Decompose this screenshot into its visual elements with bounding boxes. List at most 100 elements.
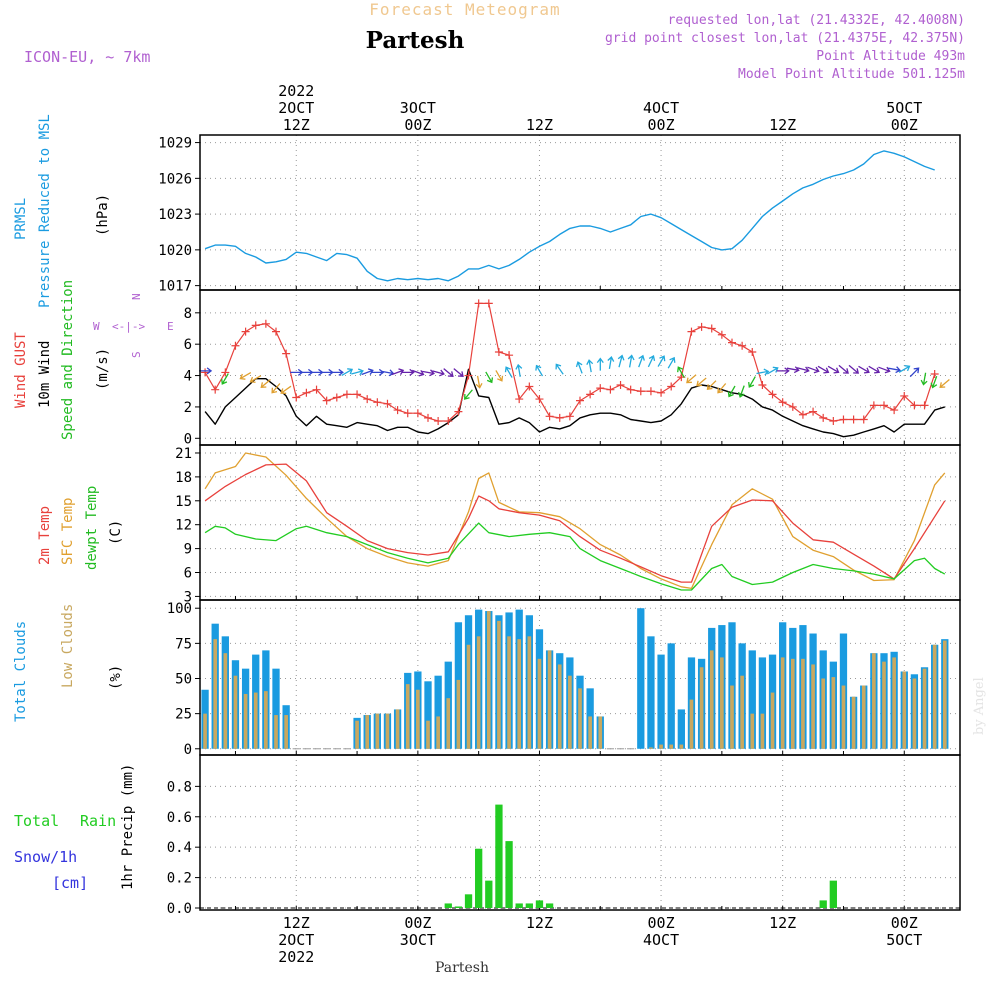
gust-marker: [332, 393, 341, 402]
low-cloud-bar: [811, 664, 815, 749]
pressure-line: [204, 150, 935, 282]
total-cloud-bar: [657, 654, 665, 749]
clouds-ytick-label: 100: [167, 601, 192, 617]
gust-marker: [261, 319, 270, 328]
gust-marker: [728, 338, 736, 347]
gust-marker: [545, 412, 554, 421]
sfc-temp-line: [204, 452, 946, 590]
wind-speed-line: [204, 368, 946, 438]
clouds-side-labels: Total Clouds Low Clouds (%): [13, 604, 124, 722]
bottom-time-label: 2022: [278, 948, 314, 966]
low-cloud-bar: [486, 611, 491, 749]
compass-west: W: [93, 320, 100, 333]
wind-arrow: [280, 385, 292, 394]
prmsl-label: PRMSL: [13, 198, 29, 240]
sfc-temp-label: SFC Temp: [60, 498, 76, 565]
gust-marker: [302, 388, 311, 397]
low-clouds-label: Low Clouds: [60, 604, 76, 688]
watermark: by Angel: [972, 677, 987, 735]
low-cloud-bar: [872, 653, 876, 749]
gust-marker: [920, 401, 929, 410]
low-cloud-bar: [720, 657, 724, 749]
pressure-ytick-label: 1020: [158, 243, 192, 259]
wind-arrow: [657, 355, 666, 367]
wind-side-labels: Wind GUST 10m Wind Speed and Direction (…: [13, 280, 174, 440]
low-cloud-bar: [355, 720, 359, 749]
rain-bar: [829, 880, 837, 908]
gust-marker: [312, 385, 321, 394]
precip-side-labels: Total Rain Snow/1h [cm] 1hr Precip (mm): [14, 764, 136, 892]
low-cloud-bar: [588, 716, 592, 749]
low-cloud-bar: [790, 658, 795, 749]
rain-bar: [525, 903, 533, 908]
temp-ytick-label: 6: [184, 566, 192, 582]
low-cloud-bar: [517, 639, 522, 749]
wind-arrow: [748, 376, 756, 388]
top-time-label: 5OCT: [886, 99, 922, 117]
rain-bar: [515, 903, 523, 908]
top-time-label: 2022: [278, 82, 314, 100]
wind-arrow: [371, 368, 385, 376]
wind-arrow: [627, 354, 635, 368]
wind-10m-label: 10m Wind: [37, 341, 53, 408]
gust-marker: [667, 382, 676, 391]
gust-marker: [819, 413, 828, 422]
top-time-label: 3OCT: [400, 99, 436, 117]
gust-marker: [221, 368, 230, 377]
low-cloud-bar: [679, 744, 684, 749]
bottom-time-label: 5OCT: [886, 931, 922, 949]
compass-east: E: [167, 320, 174, 333]
model-label: ICON-EU, ~ 7km: [24, 48, 150, 66]
wind-arrow: [586, 359, 594, 373]
wind-arrow: [411, 369, 425, 377]
wind-arrow: [260, 379, 271, 389]
t2m-label: 2m Temp: [37, 506, 53, 565]
gust-marker: [505, 351, 514, 360]
chart-title: Forecast Meteogram: [369, 0, 560, 19]
gust-marker: [636, 387, 645, 396]
bottom-time-label: 3OCT: [400, 931, 436, 949]
wind-gust-label: Wind GUST: [13, 332, 29, 408]
pressure-ytick-label: 1029: [158, 136, 192, 152]
low-cloud-bar: [253, 692, 258, 749]
wind-arrow: [432, 369, 445, 377]
gridpoint-coords: grid point closest lon,lat (21.4375E, 42…: [605, 31, 965, 46]
wind-arrow: [786, 366, 800, 374]
top-time-label: 00Z: [648, 116, 675, 134]
gust-marker: [880, 401, 888, 410]
low-cloud-bar: [699, 667, 704, 749]
gust-marker: [373, 398, 382, 407]
total-cloud-bar: [424, 681, 432, 749]
pressure-side-labels: PRMSL Pressure Reduced to MSL (hPa): [13, 114, 111, 308]
gust-marker: [859, 415, 868, 424]
bottom-time-label: 2OCT: [278, 931, 314, 949]
gust-marker: [525, 382, 534, 391]
bottom-time-label: 12Z: [769, 914, 796, 932]
gust-marker: [413, 409, 422, 418]
wind-panel: 0 2 4 6 8: [184, 289, 961, 447]
gust-marker: [393, 406, 402, 415]
gust-marker: [535, 395, 544, 404]
temp-ytick-label: 21: [175, 446, 192, 462]
low-cloud-bar: [497, 620, 501, 749]
clouds-panel: 0 25 50 75 100: [167, 599, 961, 758]
wind-arrow: [535, 364, 544, 377]
low-cloud-bar: [547, 650, 552, 749]
wind-arrow: [401, 368, 415, 376]
location-title: Partesh: [366, 27, 465, 54]
wind-arrow: [868, 365, 881, 374]
wind-arrow: [766, 366, 779, 375]
gust-marker: [788, 402, 797, 411]
low-cloud-bar: [436, 716, 440, 749]
low-cloud-bar: [892, 657, 896, 749]
wind-arrow: [391, 368, 405, 376]
temperature-side-labels: 2m Temp SFC Temp dewpt Temp (C): [37, 486, 124, 570]
wind-arrow: [677, 366, 685, 378]
wind-arrow: [939, 379, 950, 389]
low-cloud-bar: [760, 713, 765, 749]
wind-ytick-label: 2: [184, 400, 192, 416]
gust-marker: [687, 327, 696, 336]
dewpt-label: dewpt Temp: [84, 486, 100, 570]
rain-bar: [505, 841, 513, 908]
